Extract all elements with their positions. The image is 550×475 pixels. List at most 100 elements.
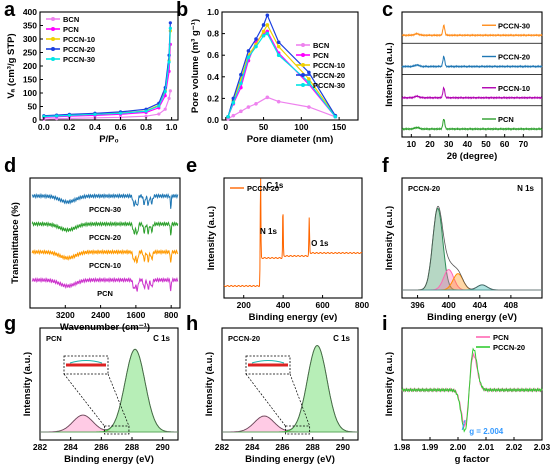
i-x-tick-label: 2.03: [534, 442, 550, 452]
data-point: [42, 114, 46, 119]
data-point: [254, 102, 258, 106]
b-x-tick-label: 0: [223, 122, 228, 132]
panel-label-f: f: [382, 155, 389, 177]
data-point: [163, 90, 167, 94]
series-line-PCCN-30: [227, 32, 336, 118]
data-point: [231, 100, 236, 105]
c-trace-label: PCCN-10: [498, 84, 530, 93]
a-legend-item: PCCN-20: [63, 45, 95, 54]
h-envelope: [222, 345, 358, 433]
i-y-axis-label: Intensity (a.u.): [384, 352, 395, 416]
d-x-tick-label: 800: [164, 310, 178, 320]
e-x-tick-label: 600: [315, 300, 329, 310]
data-point: [261, 29, 266, 34]
f-component-0: [402, 207, 542, 291]
a-legend-marker: [51, 57, 55, 61]
b-x-axis-label: Pore diameter (nm): [247, 134, 334, 145]
e-peak-label: C 1s: [266, 181, 283, 190]
xrd-trace-PCN: [401, 118, 543, 131]
plot-frame-g: [39, 327, 179, 441]
plot-frame-d: [29, 177, 181, 309]
g-zoom-region: [104, 425, 130, 435]
i-x-tick-label: 2.02: [506, 442, 523, 452]
data-point: [93, 112, 97, 116]
series-line-PCCN-30: [43, 28, 171, 118]
a-legend-marker: [51, 47, 55, 51]
c-trace-label: PCN: [498, 115, 514, 124]
h-x-tick-label: 282: [215, 442, 229, 452]
data-point: [276, 53, 281, 57]
f-x-tick-label: 404: [473, 300, 487, 310]
data-point: [168, 21, 172, 25]
xrd-trace-PCCN-30: [401, 24, 543, 37]
data-point: [276, 40, 281, 45]
e-x-tick-label: 200: [237, 300, 251, 310]
a-x-tick-label: 0.6: [115, 122, 127, 132]
data-point: [167, 60, 171, 64]
i-x-axis-label: g factor: [455, 454, 490, 465]
b-x-tick-label: 100: [294, 122, 308, 132]
data-point: [254, 44, 258, 49]
a-y-tick-label: 350: [23, 21, 37, 31]
a-legend-item: PCCN-30: [63, 55, 95, 64]
g-x-tick-label: 286: [94, 442, 108, 452]
panel-label-h: h: [186, 313, 198, 335]
g-x-tick-label: 290: [156, 442, 170, 452]
b-y-tick-label: 1.0: [207, 7, 219, 17]
a-x-tick-label: 1.0: [166, 122, 178, 132]
a-y-axis-label: Vₐ (cm³/g STP): [6, 33, 17, 98]
h-zoom-connector: [245, 373, 286, 427]
g-zoom-connector: [63, 373, 105, 427]
d-trace-label: PCCN-30: [89, 205, 121, 214]
h-y-axis-label: Intensity (a.u.): [204, 352, 215, 416]
plot-frame-i: [401, 327, 543, 441]
data-point: [67, 113, 71, 118]
g-y-axis-label: Intensity (a.u.): [22, 352, 33, 416]
data-point: [246, 49, 251, 53]
e-peak-label: N 1s: [260, 227, 277, 236]
f-component-2: [402, 273, 542, 291]
c-x-tick-label: 50: [481, 139, 491, 149]
d-trace-label: PCCN-10: [89, 261, 121, 270]
data-point: [246, 105, 251, 109]
h-x-tick-label: 290: [336, 442, 350, 452]
h-x-axis-label: Binding energy (eV): [245, 454, 335, 465]
g-inset-curve: [69, 360, 103, 364]
b-legend-item: BCN: [313, 41, 329, 50]
data-point: [118, 111, 123, 115]
b-legend-marker: [301, 83, 305, 87]
g-envelope: [40, 348, 178, 433]
panel-label-i: i: [382, 313, 388, 335]
epr-trace-PCCN-20: [401, 347, 543, 433]
c-x-tick-label: 30: [444, 139, 454, 149]
c-x-tick-label: 20: [425, 139, 435, 149]
f-x-axis-label: Binding energy (eV): [427, 312, 517, 323]
a-y-tick-label: 200: [23, 61, 37, 71]
f-component-1: [402, 269, 542, 291]
b-legend-marker: [301, 43, 305, 47]
i-x-tick-label: 1.98: [394, 442, 411, 452]
xrd-trace-PCCN-20: [401, 55, 543, 69]
f-core-level-label: N 1s: [517, 184, 534, 193]
data-point: [246, 55, 251, 60]
plot-frame-h: [221, 327, 359, 441]
c-trace-label: PCCN-30: [498, 21, 530, 30]
data-point: [231, 113, 236, 118]
b-x-tick-label: 50: [259, 122, 269, 132]
e-x-tick-label: 800: [355, 300, 369, 310]
h-zoom-connector: [289, 373, 310, 427]
i-g-value-label: g = 2.004: [469, 427, 504, 436]
data-point: [307, 70, 311, 75]
a-y-tick-label: 400: [23, 7, 37, 17]
c-x-tick-label: 70: [519, 139, 529, 149]
g-core-level-label: C 1s: [153, 334, 170, 343]
a-y-tick-label: 250: [23, 48, 37, 58]
data-point: [144, 114, 148, 118]
a-x-tick-label: 0.2: [63, 122, 75, 132]
plot-frame-b: [221, 11, 359, 121]
i-x-tick-label: 2.00: [450, 442, 467, 452]
data-point: [276, 44, 281, 49]
panel-label-d: d: [4, 155, 16, 177]
e-legend-item: PCCN-20: [247, 184, 279, 193]
b-y-tick-label: 0.8: [207, 29, 219, 39]
